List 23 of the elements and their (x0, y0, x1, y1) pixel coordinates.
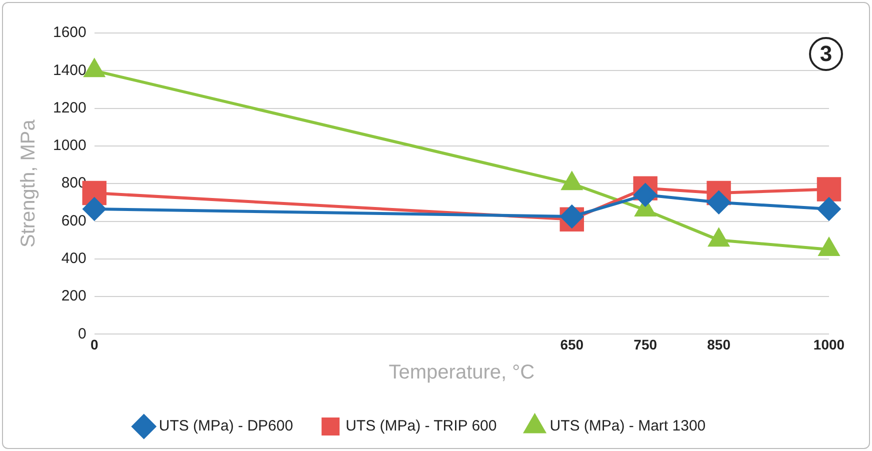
x-axis-title: Temperature, °C (388, 362, 535, 384)
legend-label: UTS (MPa) - Mart 1300 (550, 418, 706, 435)
x-tick-label: 650 (560, 336, 584, 352)
y-axis-title: Strength, MPa (18, 118, 40, 248)
point (816, 177, 842, 202)
y-tick-label: 200 (61, 288, 86, 305)
x-tick-label: 1000 (813, 336, 845, 352)
y-tick-label: 600 (61, 212, 86, 230)
annotation: 3 (809, 37, 843, 71)
y-tick-label: 400 (61, 250, 86, 268)
legend-label: UTS (MPa) - DP600 (158, 418, 294, 435)
y-tick-label: 1000 (52, 137, 86, 154)
y-tick-label: 1400 (52, 62, 86, 79)
x-tick-label: 0 (90, 336, 98, 352)
y-tick-label: 1200 (52, 99, 86, 116)
x-tick-label: 750 (634, 336, 658, 352)
x-tick-label: 850 (707, 336, 731, 352)
y-tick-label: 1600 (52, 24, 86, 42)
point (707, 190, 730, 214)
point (84, 59, 105, 78)
point (818, 198, 840, 221)
point (634, 183, 657, 206)
legend-label: UTS (MPa) - TRIP 600 (346, 418, 497, 435)
